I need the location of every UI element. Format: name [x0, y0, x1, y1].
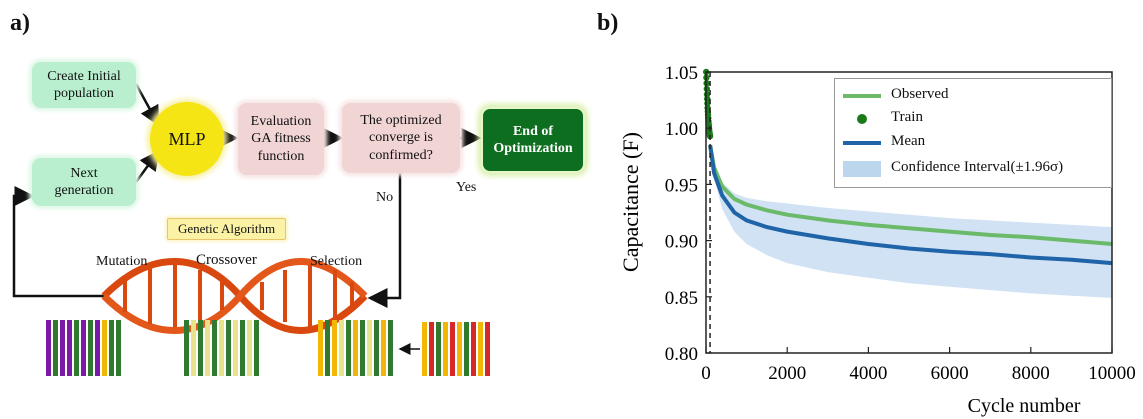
x-tick-label: 4000	[849, 363, 887, 384]
train-point	[704, 100, 711, 107]
train-point	[704, 111, 712, 118]
genetic-algorithm-banner: Genetic Algorithm	[167, 218, 287, 240]
legend-confidence-interval: Confidence Interval(±1.96σ)	[891, 159, 1064, 175]
train-point	[705, 114, 712, 122]
train-point	[704, 95, 711, 103]
panel-a-label: a)	[10, 10, 30, 36]
x-tick-label: 2000	[768, 363, 806, 384]
train-point	[705, 118, 712, 125]
converge-line-1: The optimized	[360, 112, 442, 128]
train-point	[705, 122, 713, 130]
end-of-optimization-box: End of Optimization	[481, 107, 585, 173]
converge-line-2: converge is	[369, 130, 433, 146]
chromosome-group-mutation-icon	[46, 320, 121, 376]
legend-observed: Observed	[891, 86, 949, 102]
train-point	[706, 127, 713, 134]
y-axis-label: Capacitance (F)	[618, 132, 643, 272]
chromosome-group-selection-icon	[318, 320, 393, 376]
mlp-label: MLP	[168, 128, 206, 149]
y-tick-label: 1.00	[665, 119, 698, 140]
converge-line-3: confirmed?	[369, 147, 433, 163]
train-point	[703, 91, 711, 98]
train-point	[703, 80, 710, 87]
legend-swatch-ci	[843, 161, 881, 177]
crossover-label: Crossover	[196, 252, 257, 268]
train-point	[706, 132, 714, 140]
end-line-1: End of	[512, 123, 554, 139]
legend-mean: Mean	[891, 133, 926, 149]
next-generation-line-1: Next	[70, 165, 98, 181]
mutation-label: Mutation	[96, 254, 148, 269]
create-initial-line-1: Create Initial	[47, 68, 121, 84]
evaluation-line-1: Evaluation	[250, 113, 312, 129]
chromosome-group-parents-icon	[422, 322, 490, 376]
x-axis-label: Cycle number	[968, 395, 1081, 417]
arrow-mutation-to-next	[12, 186, 105, 298]
x-tick-label: 10000	[1088, 363, 1136, 384]
train-point	[705, 125, 713, 132]
create-initial-line-2: population	[54, 86, 114, 101]
chart-legend: Observed Train Mean Confidence Interval(…	[834, 78, 1112, 188]
evaluation-line-3: function	[257, 148, 305, 164]
train-point	[703, 68, 710, 76]
y-tick-label: 0.80	[665, 344, 698, 365]
x-tick-label: 0	[701, 363, 711, 384]
x-tick-label: 8000	[1012, 363, 1050, 384]
dna-helix-icon	[101, 258, 368, 334]
y-tick-label: 0.95	[665, 175, 698, 196]
train-point	[706, 130, 713, 138]
yes-label: Yes	[456, 180, 477, 195]
train-point	[706, 131, 714, 139]
train-point	[703, 85, 711, 93]
train-point	[704, 108, 712, 115]
evaluation-box: Evaluation GA fitness function	[238, 103, 324, 175]
y-tick-label: 0.85	[665, 288, 698, 309]
arrow-create-to-mlp	[134, 83, 160, 127]
next-generation-line-2: generation	[54, 183, 114, 198]
converge-check-box: The optimized converge is confirmed?	[342, 103, 460, 173]
next-generation-box: Next generation	[32, 158, 136, 206]
create-initial-population-box: Create Initial population	[32, 62, 136, 108]
y-tick-label: 1.05	[665, 63, 698, 84]
selection-label: Selection	[310, 254, 363, 269]
end-line-2: Optimization	[493, 141, 573, 156]
train-point	[706, 129, 713, 136]
evaluation-line-2: GA fitness	[251, 131, 311, 147]
panel-b-label: b)	[597, 10, 619, 36]
arrow-no-to-selection	[367, 172, 402, 308]
y-tick-label: 0.90	[665, 232, 698, 253]
train-point	[704, 104, 711, 112]
chromosome-group-crossover-icon	[184, 320, 259, 376]
legend-swatch-train	[857, 114, 867, 124]
mlp-node: MLP	[150, 102, 224, 176]
flowchart-connectors	[12, 83, 490, 376]
train-point	[703, 74, 710, 81]
legend-swatches	[843, 94, 881, 177]
x-tick-label: 6000	[931, 363, 969, 384]
no-label: No	[376, 190, 394, 205]
legend-train: Train	[891, 109, 923, 125]
train-point	[705, 120, 712, 127]
